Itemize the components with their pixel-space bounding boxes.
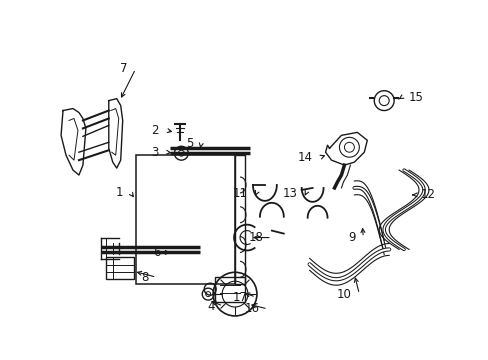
Text: 15: 15 <box>408 91 423 104</box>
Text: 16: 16 <box>244 302 260 315</box>
Bar <box>235 155 244 284</box>
Text: 10: 10 <box>336 288 351 301</box>
Text: 7: 7 <box>120 62 127 75</box>
Text: 18: 18 <box>248 231 264 244</box>
Text: 14: 14 <box>297 151 312 164</box>
Text: 11: 11 <box>232 188 247 201</box>
Text: 8: 8 <box>141 271 148 284</box>
Text: 6: 6 <box>153 246 160 259</box>
Bar <box>215 277 244 302</box>
Text: 2: 2 <box>151 124 158 137</box>
Text: 1: 1 <box>115 186 122 199</box>
Bar <box>105 257 133 279</box>
Text: 3: 3 <box>151 146 158 159</box>
Text: 17: 17 <box>232 291 247 303</box>
Text: 5: 5 <box>185 137 193 150</box>
Text: 12: 12 <box>420 188 435 201</box>
Text: 9: 9 <box>347 231 355 244</box>
Text: 4: 4 <box>207 300 215 312</box>
Text: 13: 13 <box>282 188 297 201</box>
Bar <box>135 155 235 284</box>
